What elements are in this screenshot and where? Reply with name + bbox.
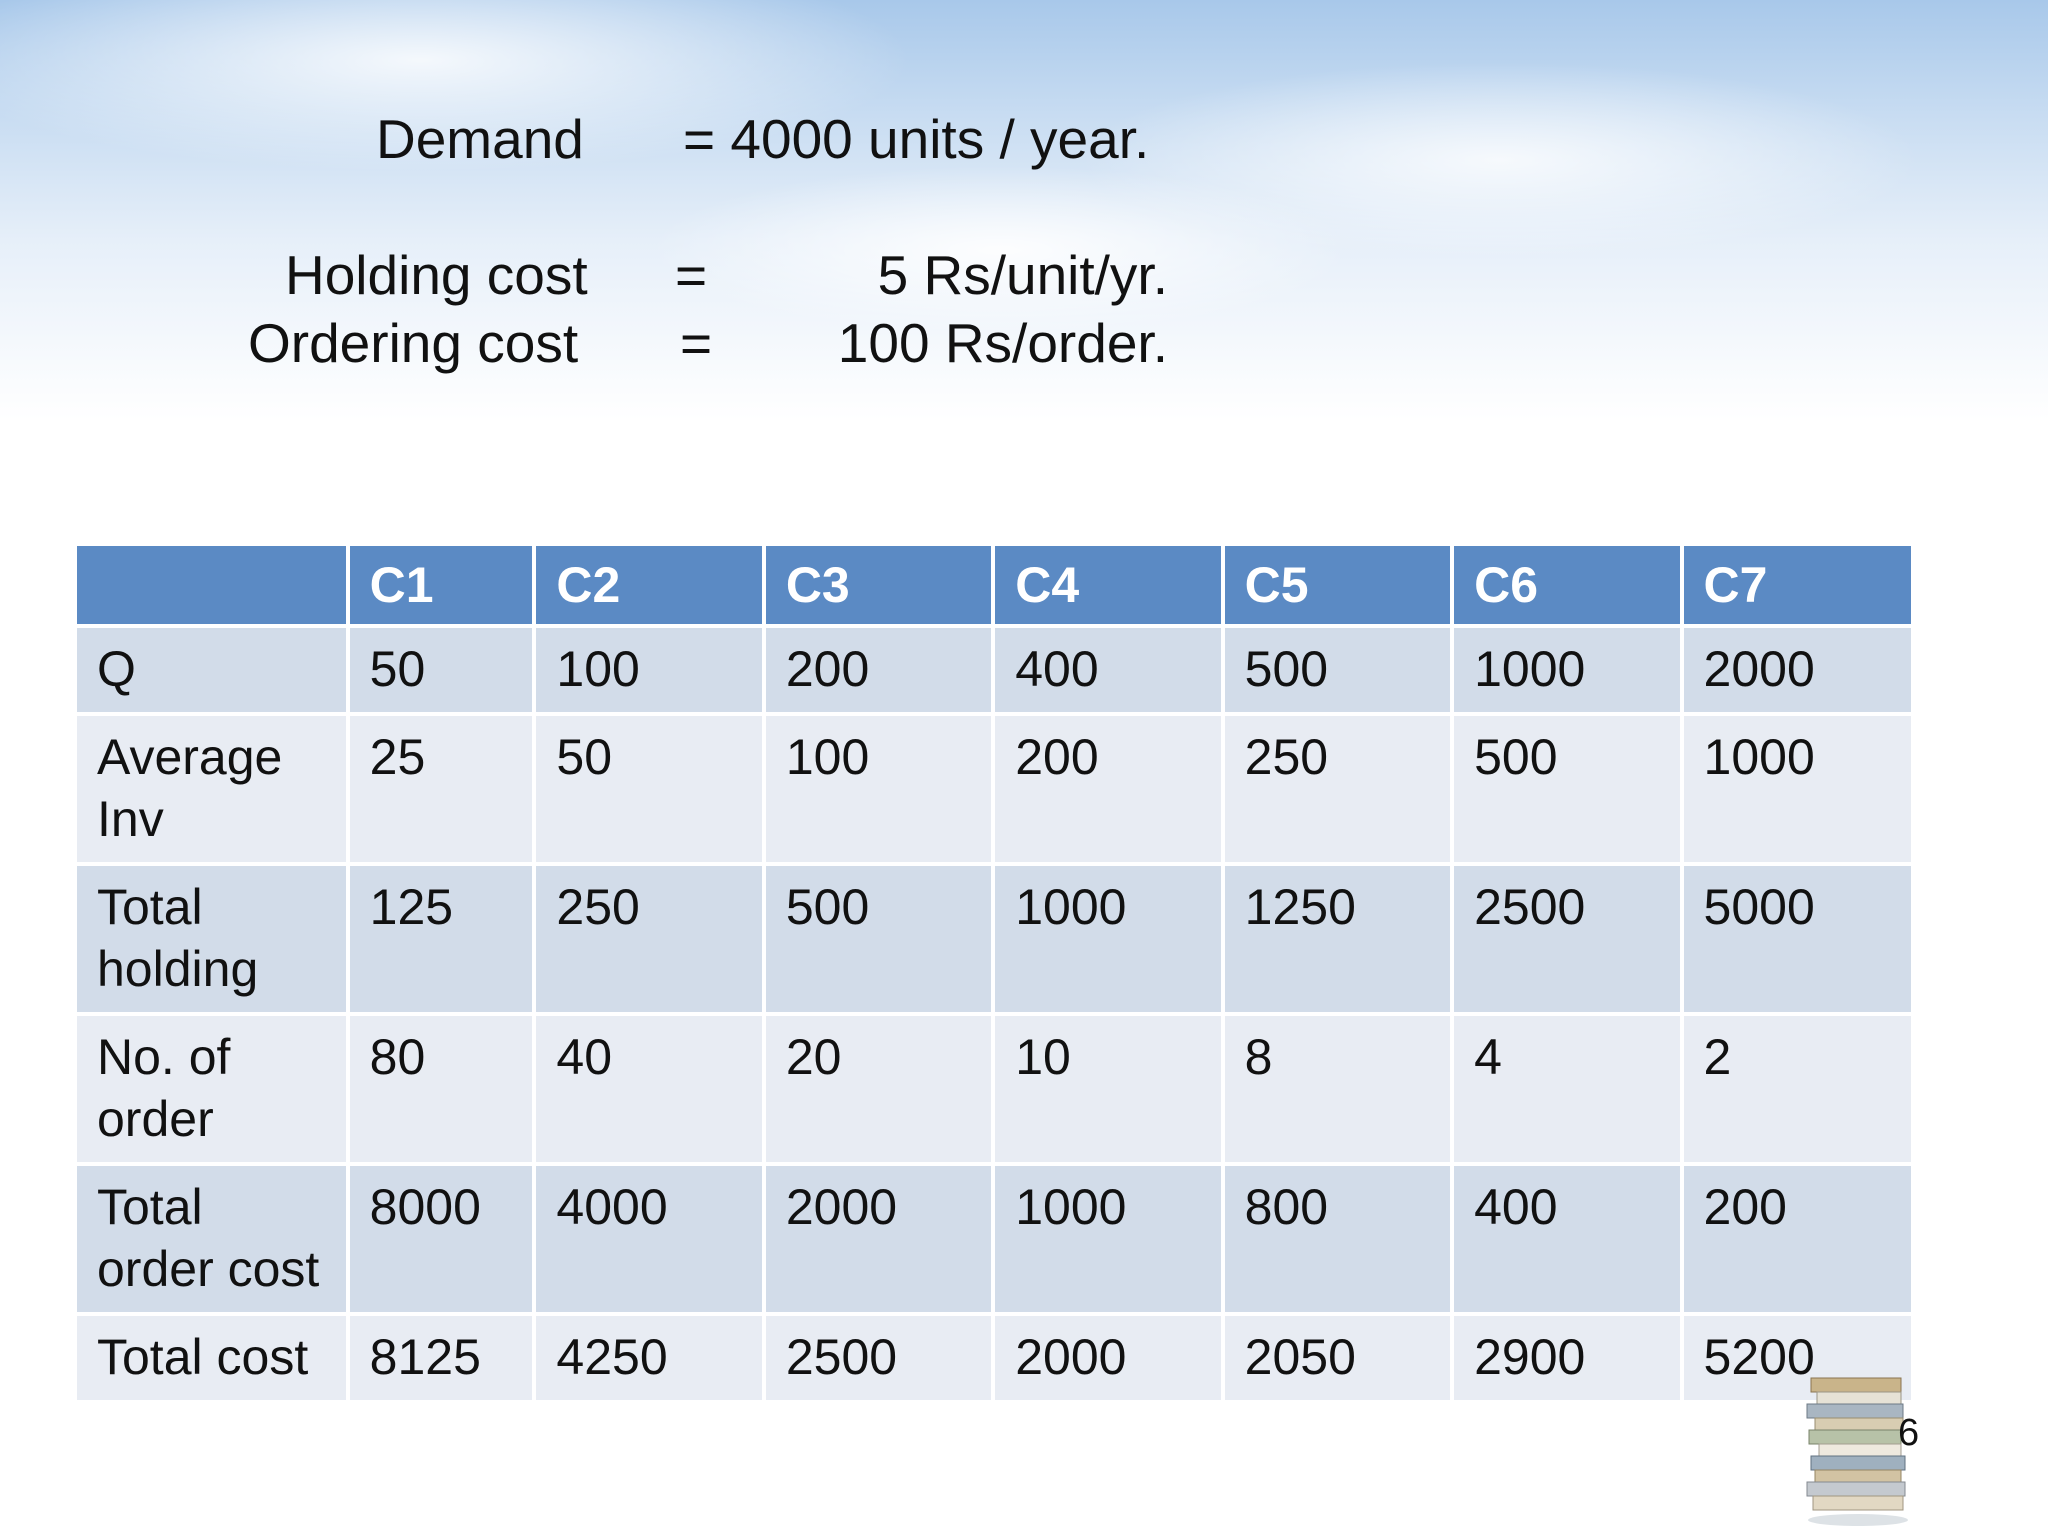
table-row: Total holding 125 250 500 1000 1250 2500… — [73, 862, 1916, 1016]
ordering-cost-value: 100 Rs/order. — [837, 312, 1168, 374]
table-cell: 1000 — [1450, 624, 1684, 716]
table-cell: 200 — [761, 624, 996, 716]
row-label: Total cost — [73, 1312, 350, 1404]
ordering-cost-label: Ordering cost — [248, 312, 579, 374]
ordering-cost-equals: = — [680, 312, 713, 374]
table-cell: 200 — [991, 712, 1225, 866]
table-row: No. of order 80 40 20 10 8 4 2 — [73, 1012, 1916, 1166]
table-cell: 4 — [1450, 1012, 1684, 1166]
table-cell: 2500 — [761, 1312, 996, 1404]
table-cell: 2 — [1679, 1012, 1916, 1166]
table-cell: 5000 — [1679, 862, 1916, 1016]
row-label: Q — [73, 624, 350, 716]
row-label: No. of order — [73, 1012, 350, 1166]
table-cell: 8000 — [345, 1162, 537, 1316]
table-cell: 2000 — [761, 1162, 996, 1316]
column-header: C4 — [991, 542, 1225, 628]
column-header: C5 — [1220, 542, 1455, 628]
book-stack-icon — [1806, 1377, 1908, 1526]
table-cell: 1000 — [991, 862, 1225, 1016]
column-header: C6 — [1450, 542, 1684, 628]
demand-label: Demand — [376, 108, 584, 170]
table-cell: 4250 — [532, 1312, 766, 1404]
row-label: Total order cost — [73, 1162, 350, 1316]
table-cell: 100 — [761, 712, 996, 866]
table-cell: 40 — [532, 1012, 766, 1166]
row-label: Average Inv — [73, 712, 350, 866]
column-header: C3 — [761, 542, 996, 628]
column-header: C2 — [532, 542, 766, 628]
table-cell: 250 — [532, 862, 766, 1016]
holding-cost-equals: = — [675, 244, 708, 306]
column-header: C1 — [345, 542, 537, 628]
table-cell: 500 — [1450, 712, 1684, 866]
sky-background — [0, 0, 2048, 420]
table-cell: 2900 — [1450, 1312, 1684, 1404]
table-cell: 10 — [991, 1012, 1225, 1166]
table-cell: 25 — [345, 712, 537, 866]
table-cell: 1000 — [1679, 712, 1916, 866]
table-row: Q 50 100 200 400 500 1000 2000 — [73, 624, 1916, 716]
table-cell: 500 — [761, 862, 996, 1016]
table-cell: 2050 — [1220, 1312, 1455, 1404]
holding-cost-value: 5 Rs/unit/yr. — [877, 244, 1168, 306]
table-cell: 200 — [1679, 1162, 1916, 1316]
cost-table: C1 C2 C3 C4 C5 C6 C7 Q 50 100 200 400 50… — [73, 542, 1916, 1404]
demand-value: = 4000 units / year. — [683, 108, 1150, 170]
table-cell: 1250 — [1220, 862, 1455, 1016]
table-cell: 4000 — [532, 1162, 766, 1316]
table-row: Total cost 8125 4250 2500 2000 2050 2900… — [73, 1312, 1916, 1404]
holding-cost-label: Holding cost — [285, 244, 588, 306]
table-cell: 400 — [1450, 1162, 1684, 1316]
table-cell: 2000 — [991, 1312, 1225, 1404]
table-header-row: C1 C2 C3 C4 C5 C6 C7 — [73, 542, 1916, 628]
table-cell: 100 — [532, 624, 766, 716]
column-header: C7 — [1679, 542, 1916, 628]
table-cell: 2000 — [1679, 624, 1916, 716]
table-cell: 8125 — [345, 1312, 537, 1404]
table-cell: 8 — [1220, 1012, 1455, 1166]
table-cell: 1000 — [991, 1162, 1225, 1316]
table-row: Average Inv 25 50 100 200 250 500 1000 — [73, 712, 1916, 866]
table-cell: 800 — [1220, 1162, 1455, 1316]
table-cell: 50 — [532, 712, 766, 866]
page-number: 6 — [1898, 1412, 1920, 1454]
table-cell: 50 — [345, 624, 537, 716]
column-header — [73, 542, 350, 628]
table-cell: 20 — [761, 1012, 996, 1166]
table-cell: 400 — [991, 624, 1225, 716]
table-row: Total order cost 8000 4000 2000 1000 800… — [73, 1162, 1916, 1316]
table-cell: 500 — [1220, 624, 1455, 716]
table-cell: 125 — [345, 862, 537, 1016]
table-cell: 250 — [1220, 712, 1455, 866]
table-cell: 2500 — [1450, 862, 1684, 1016]
table-cell: 80 — [345, 1012, 537, 1166]
row-label: Total holding — [73, 862, 350, 1016]
